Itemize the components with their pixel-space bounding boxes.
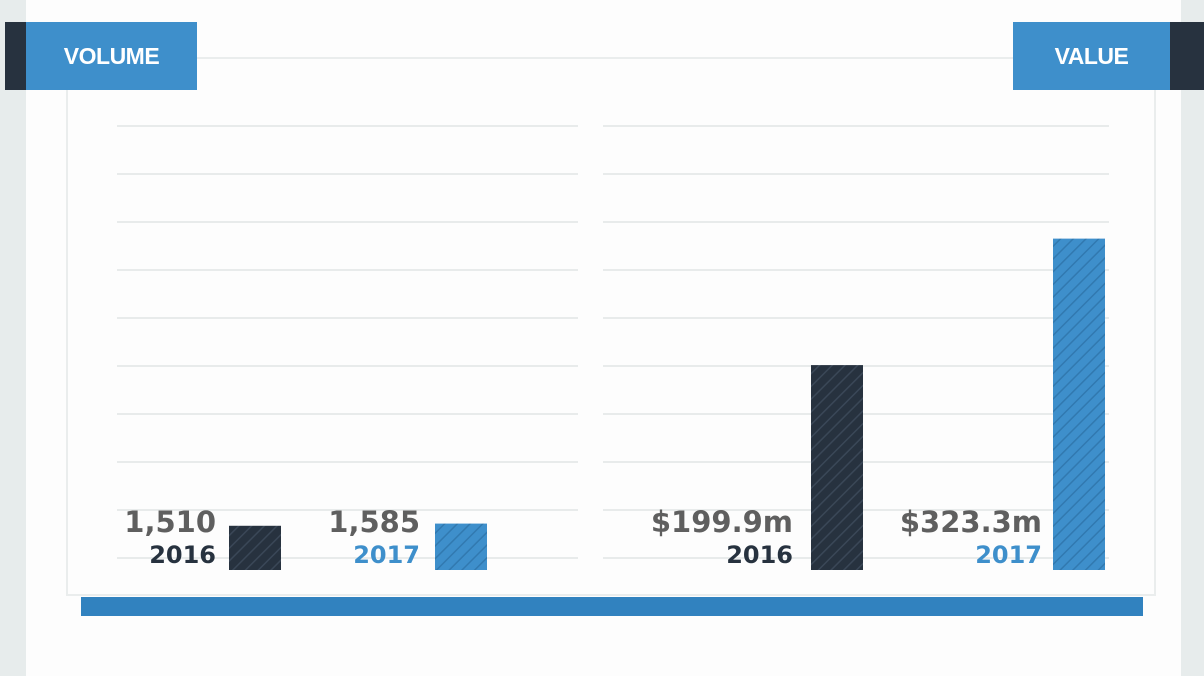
bars [229, 238, 1105, 570]
chart-frame [66, 57, 1156, 596]
year-label: 2017 [353, 541, 420, 569]
bar-value-2016 [811, 365, 863, 570]
bar-volume-2016 [229, 525, 281, 570]
chart-base-bar [81, 597, 1143, 616]
header-accent-right [1170, 22, 1204, 90]
value-label: $323.3m [900, 505, 1042, 539]
bar-volume-2017 [435, 523, 487, 570]
value-label: 1,585 [328, 505, 420, 539]
bar-value-2017 [1053, 238, 1105, 570]
year-label: 2016 [726, 541, 793, 569]
value-label: $199.9m [651, 505, 793, 539]
year-label: 2016 [149, 541, 216, 569]
volume-header: VOLUME [26, 22, 197, 90]
chart-panel [26, 0, 1181, 676]
value-label: 1,510 [124, 505, 216, 539]
value-header: VALUE [1013, 22, 1170, 90]
year-label: 2017 [975, 541, 1042, 569]
gridlines [117, 125, 1109, 559]
